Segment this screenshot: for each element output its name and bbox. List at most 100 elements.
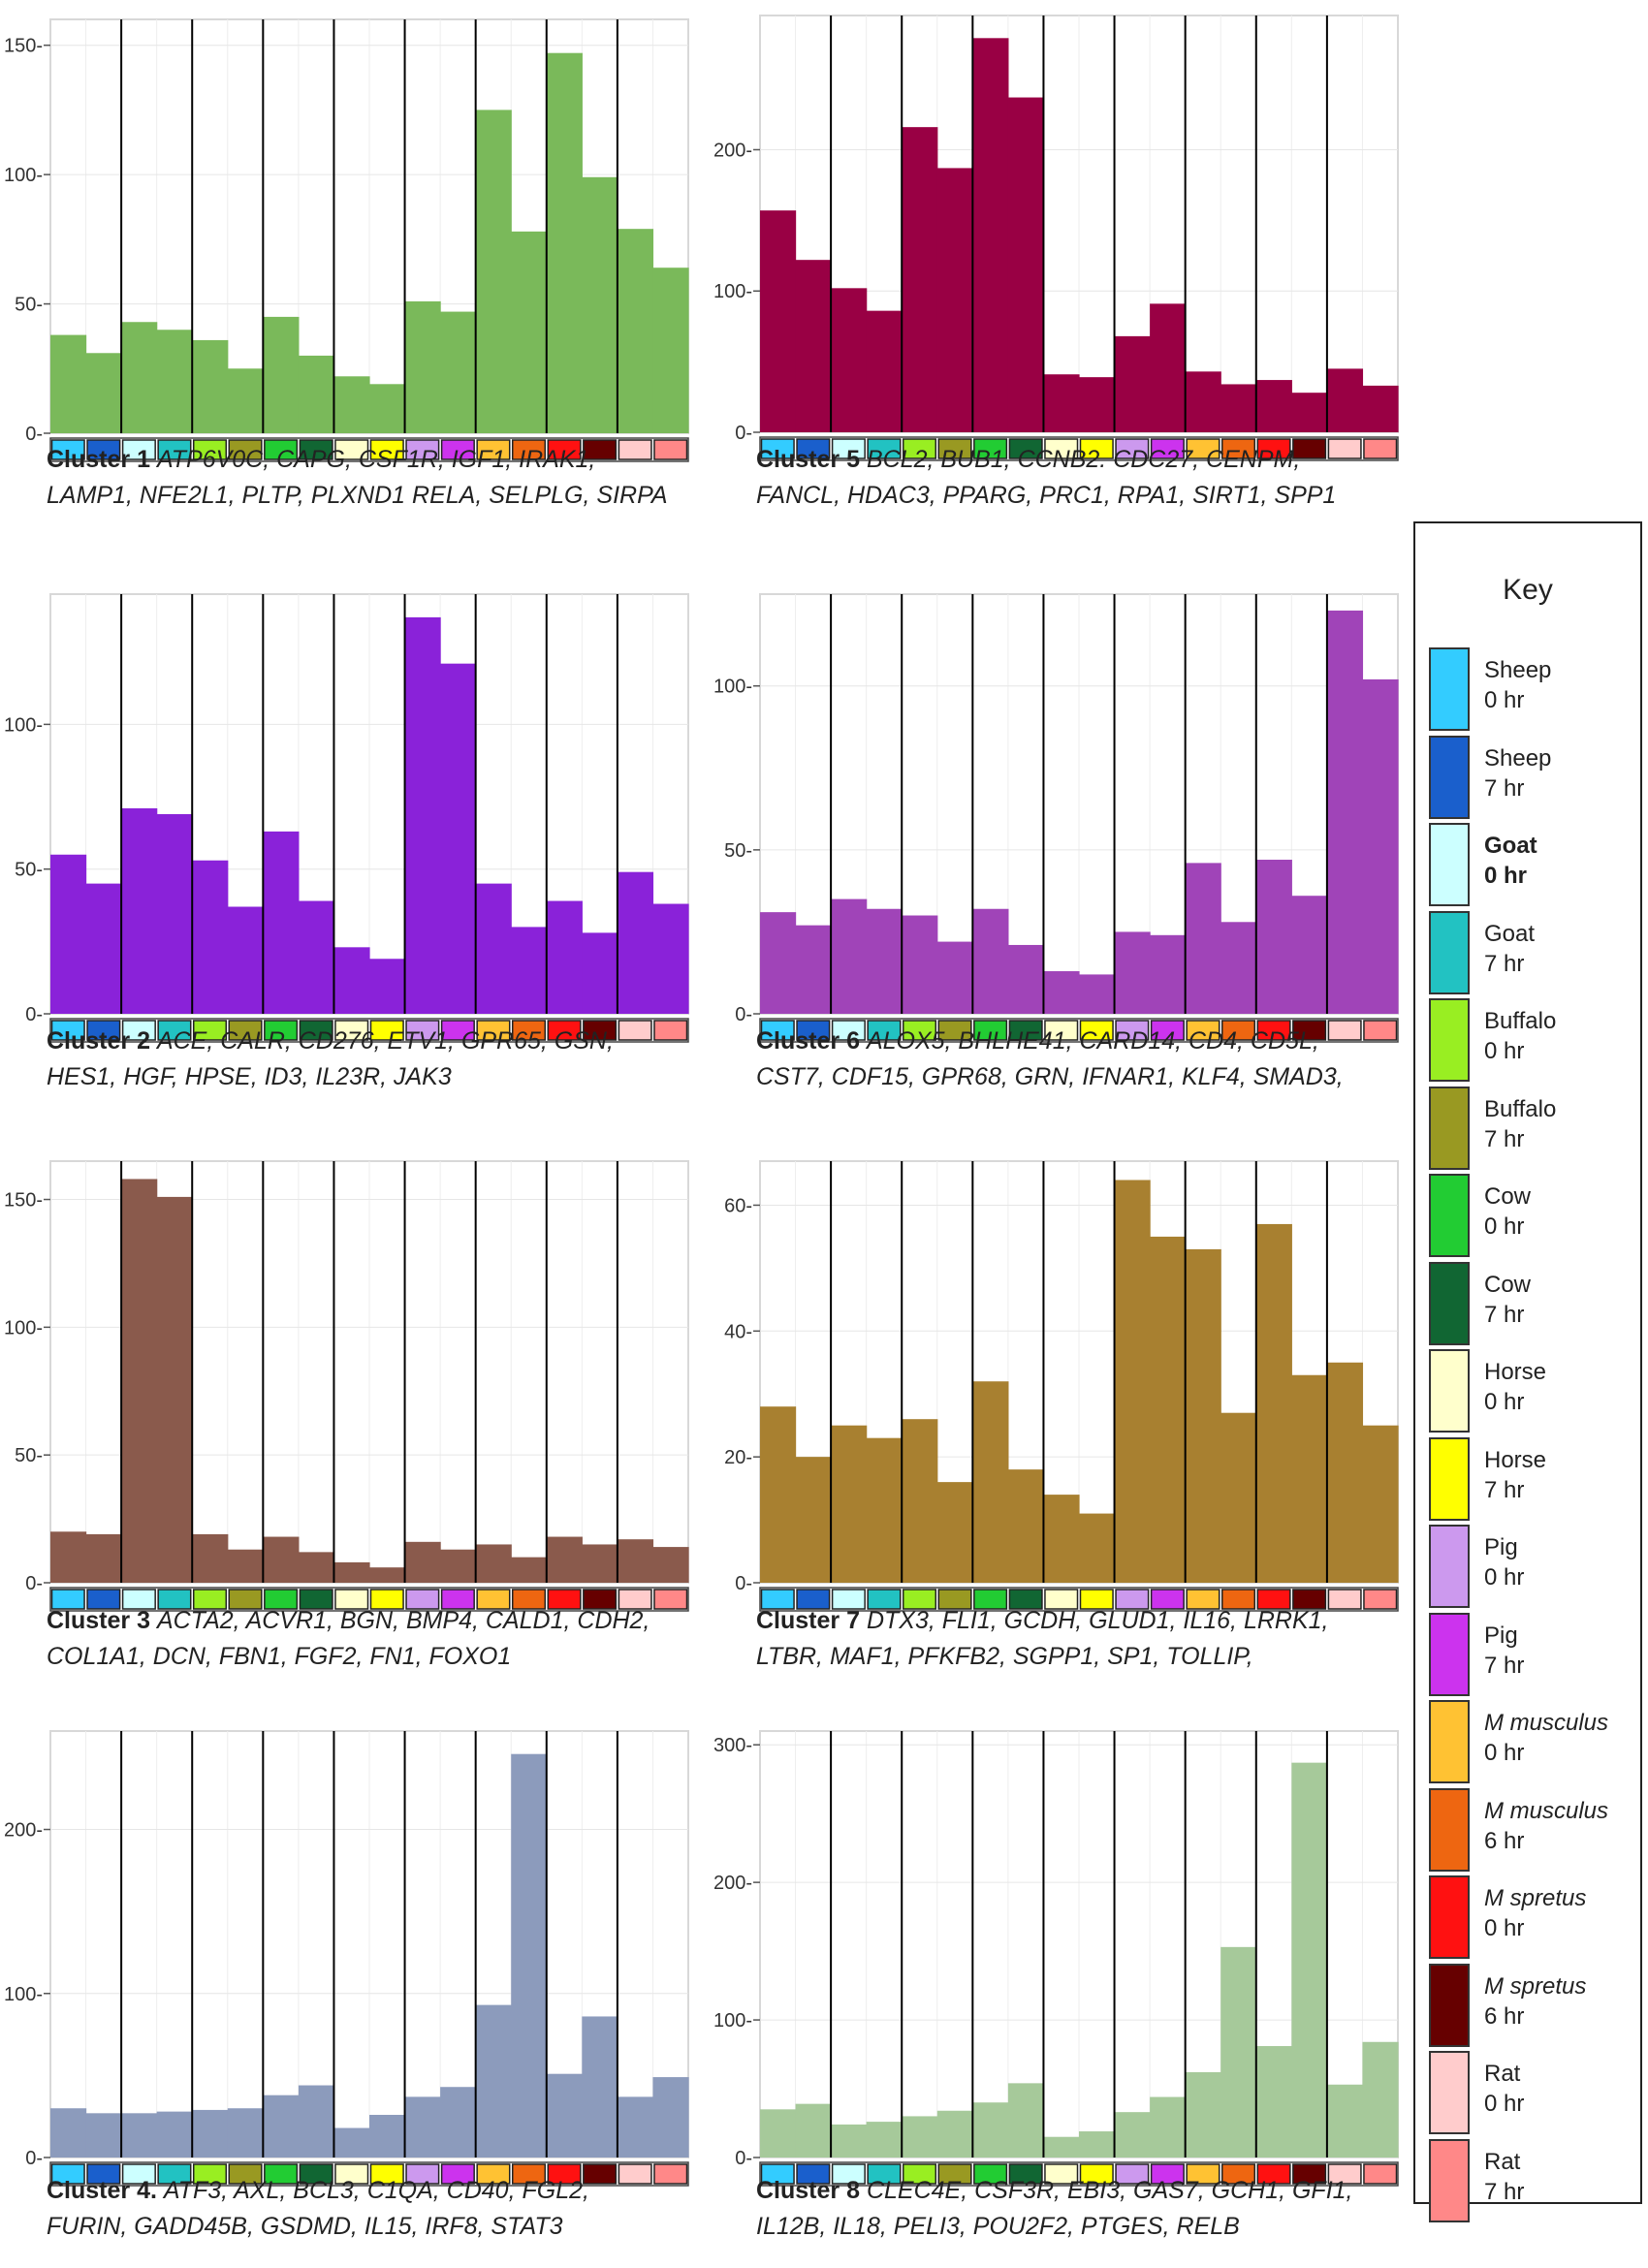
bar bbox=[1326, 610, 1364, 1014]
bar bbox=[263, 2095, 300, 2158]
sample-swatch bbox=[86, 439, 121, 460]
bar bbox=[1185, 863, 1221, 1014]
sample-swatch bbox=[796, 438, 831, 459]
bar bbox=[1079, 974, 1116, 1014]
key-species: Buffalo bbox=[1484, 1008, 1557, 1034]
bar bbox=[475, 2004, 512, 2158]
bar bbox=[760, 2109, 797, 2158]
key-species: Goat bbox=[1484, 833, 1537, 859]
bar bbox=[333, 947, 370, 1014]
sample-swatch bbox=[1008, 2163, 1043, 2185]
gene-list: CLEC4E, CSF3R, EBI3, GAS7, GCH1, GFI1, bbox=[866, 2177, 1353, 2204]
sample-strip bbox=[759, 1587, 1399, 1612]
sample-swatch bbox=[547, 439, 582, 460]
sample-swatch bbox=[1327, 2163, 1362, 2185]
sample-swatch bbox=[50, 1020, 85, 1041]
bar bbox=[831, 2124, 868, 2158]
bar bbox=[511, 927, 548, 1014]
bar bbox=[866, 908, 903, 1014]
sample-swatch bbox=[121, 1020, 156, 1041]
bar bbox=[1291, 1762, 1328, 2158]
sample-swatch bbox=[228, 439, 263, 460]
sample-swatch bbox=[1008, 1020, 1043, 1041]
sample-swatch bbox=[1150, 1589, 1185, 1610]
key-swatch bbox=[1429, 2138, 1470, 2222]
key-species: Pig bbox=[1484, 1622, 1518, 1649]
sample-swatch bbox=[369, 439, 404, 460]
sample-swatch bbox=[1363, 1020, 1398, 1041]
sample-swatch bbox=[902, 1589, 937, 1610]
cluster-caption: Cluster 8 CLEC4E, CSF3R, EBI3, GAS7, GCH… bbox=[756, 2173, 1353, 2245]
y-tick-label: 150- bbox=[4, 1190, 43, 1212]
sample-swatch bbox=[228, 2163, 263, 2185]
sample-strip bbox=[49, 2161, 689, 2187]
key-swatch bbox=[1429, 1436, 1470, 1521]
key-time: 0 hr bbox=[1484, 1038, 1525, 1064]
bar bbox=[1362, 2041, 1399, 2158]
key-label: Goat 7 hr bbox=[1484, 919, 1535, 979]
bar bbox=[85, 1533, 122, 1583]
sample-strip bbox=[759, 2161, 1399, 2187]
sample-swatch bbox=[653, 2163, 688, 2185]
bar bbox=[936, 1482, 973, 1583]
gene-list: HES1, HGF, HPSE, ID3, IL23R, JAK3 bbox=[47, 1063, 452, 1090]
sample-swatch bbox=[1079, 1589, 1114, 1610]
bar bbox=[263, 316, 300, 433]
bar bbox=[582, 932, 618, 1014]
key-item: Cow 7 hr bbox=[1429, 1261, 1638, 1345]
key-time: 0 hr bbox=[1484, 2091, 1525, 2117]
cluster-title: Cluster 1 bbox=[47, 446, 150, 473]
bar bbox=[121, 2113, 158, 2158]
sample-swatch bbox=[1186, 1020, 1220, 1041]
bar bbox=[369, 1567, 406, 1583]
sample-swatch bbox=[1044, 1589, 1079, 1610]
bar bbox=[475, 883, 512, 1014]
sample-swatch bbox=[1044, 1020, 1079, 1041]
key-time: 7 hr bbox=[1484, 1125, 1525, 1152]
y-tick-label: 60- bbox=[724, 1195, 752, 1216]
bar bbox=[1326, 368, 1364, 432]
sample-swatch bbox=[831, 438, 866, 459]
key-swatch bbox=[1429, 1086, 1470, 1170]
bar bbox=[511, 1557, 548, 1583]
key-label: M spretus 6 hr bbox=[1484, 1971, 1586, 2032]
bar bbox=[121, 1179, 158, 1583]
sample-swatch bbox=[405, 439, 440, 460]
key-item: Pig 0 hr bbox=[1429, 1525, 1638, 1608]
sample-swatch bbox=[760, 1589, 795, 1610]
bar bbox=[902, 2116, 938, 2158]
sample-swatch bbox=[476, 2163, 511, 2185]
y-tick-label: 0- bbox=[25, 1573, 43, 1594]
sample-swatch bbox=[121, 439, 156, 460]
sample-swatch bbox=[1256, 1589, 1291, 1610]
bar bbox=[831, 898, 868, 1014]
bar bbox=[156, 813, 193, 1014]
bar bbox=[1007, 944, 1045, 1014]
sample-swatch bbox=[1186, 1589, 1220, 1610]
bar bbox=[1291, 1374, 1328, 1583]
sample-swatch bbox=[1363, 1589, 1398, 1610]
key-label: Horse 7 hr bbox=[1484, 1445, 1546, 1505]
sample-swatch bbox=[369, 1020, 404, 1041]
bar bbox=[156, 1196, 193, 1583]
sample-swatch bbox=[1292, 438, 1327, 459]
key-time: 0 hr bbox=[1484, 1915, 1525, 1941]
y-tick-label: 100- bbox=[4, 714, 43, 736]
key-label: Pig 7 hr bbox=[1484, 1621, 1524, 1681]
bar bbox=[369, 2115, 406, 2158]
sample-swatch bbox=[192, 2163, 228, 2185]
key-time: 7 hr bbox=[1484, 2178, 1525, 2205]
bar bbox=[902, 127, 938, 433]
bar bbox=[1007, 2083, 1045, 2158]
sample-swatch bbox=[192, 439, 228, 460]
y-tick-label: 300- bbox=[713, 1735, 752, 1756]
bar bbox=[1043, 971, 1080, 1014]
sample-swatch bbox=[1220, 1020, 1256, 1041]
bar bbox=[263, 1536, 300, 1583]
key-label: Buffalo 0 hr bbox=[1484, 1006, 1556, 1066]
key-species: M musculus bbox=[1484, 1710, 1609, 1736]
key-label: Cow 0 hr bbox=[1484, 1181, 1531, 1242]
